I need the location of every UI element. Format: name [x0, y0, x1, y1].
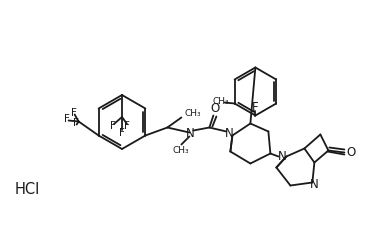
Text: F: F: [110, 121, 116, 131]
Text: HCl: HCl: [15, 183, 40, 197]
Text: CH₃: CH₃: [184, 109, 201, 118]
Text: N: N: [186, 127, 195, 140]
Text: CH₃: CH₃: [172, 146, 189, 155]
Text: O: O: [347, 146, 356, 159]
Text: N: N: [310, 178, 319, 191]
Text: CH₃: CH₃: [212, 97, 229, 106]
Text: F: F: [64, 114, 70, 125]
Text: O: O: [211, 102, 220, 115]
Text: N: N: [278, 150, 287, 163]
Text: F: F: [124, 121, 130, 131]
Text: F: F: [71, 107, 77, 117]
Text: F: F: [73, 118, 79, 128]
Text: N: N: [225, 127, 234, 140]
Text: F: F: [119, 128, 125, 138]
Text: F: F: [252, 101, 259, 114]
